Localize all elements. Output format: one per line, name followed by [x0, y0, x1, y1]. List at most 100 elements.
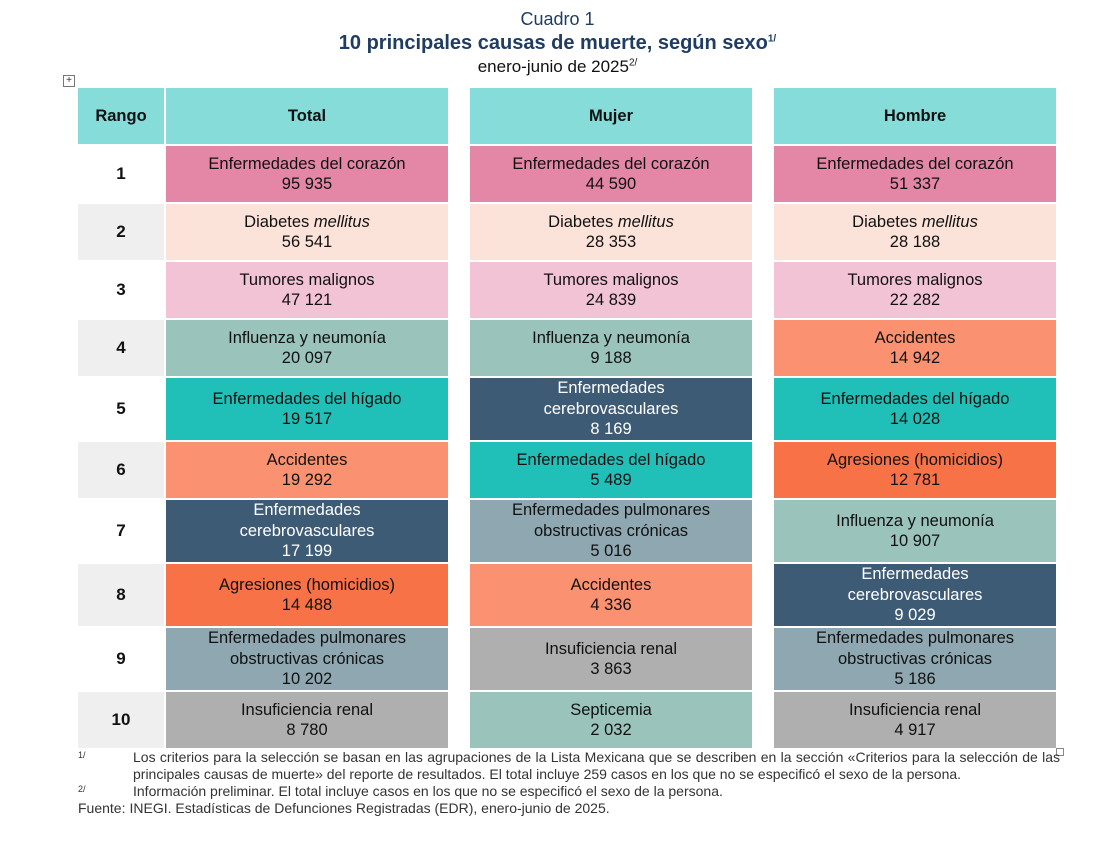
death-count: 44 590: [585, 175, 637, 193]
cause-label-prefix: Diabetes: [244, 212, 314, 231]
cause-label-line1: Enfermedades: [557, 379, 665, 398]
total-cell-6: Accidentes 19 292: [166, 442, 448, 498]
cause-label: Influenza y neumonía: [532, 328, 690, 347]
rank-cell: 2: [78, 204, 164, 260]
rank-cell: 9: [78, 628, 164, 690]
death-count: 19 292: [281, 471, 333, 489]
cause-label: Insuficiencia renal: [848, 700, 982, 719]
total-cell-3: Tumores malignos 47 121: [166, 262, 448, 318]
cause-label-italic: mellitus: [617, 212, 674, 231]
total-cell-9: Enfermedades pulmonares obstructivas crón…: [166, 628, 448, 690]
hombre-cell-7: Influenza y neumonía 10 907: [774, 500, 1056, 562]
cause-label: Enfermedades del corazón: [816, 154, 1014, 173]
table-move-handle-icon[interactable]: +: [63, 75, 75, 87]
death-count: 51 337: [889, 175, 941, 193]
cause-label-line1: Enfermedades pulmonares: [207, 629, 407, 648]
death-count: 56 541: [281, 233, 333, 251]
source-line: Fuente: INEGI. Estadísticas de Defuncion…: [78, 800, 1060, 817]
mujer-cell-6: Enfermedades del hígado 5 489: [470, 442, 752, 498]
title-footnote-mark: 1/: [767, 33, 777, 45]
cause-label: Insuficiencia renal: [240, 700, 374, 719]
footnotes: 1/ Los criterios para la selección se ba…: [78, 749, 1060, 817]
cause-label-line2: cerebrovasculares: [239, 521, 375, 540]
cause-label: Agresiones (homicidios): [826, 450, 1004, 469]
mujer-cell-1: Enfermedades del corazón 44 590: [470, 146, 752, 202]
cause-label: Diabetes mellitus: [244, 212, 370, 233]
total-cell-4: Influenza y neumonía 20 097: [166, 320, 448, 376]
cause-label-line2: obstructivas crónicas: [837, 649, 993, 668]
mujer-cell-3: Tumores malignos 24 839: [470, 262, 752, 318]
cause-label-line1: Enfermedades pulmonares: [815, 629, 1015, 648]
cause-label: Enfermedades del hígado: [516, 450, 706, 469]
death-count: 5 489: [590, 471, 632, 489]
death-count: 47 121: [281, 291, 333, 309]
hombre-cell-5: Enfermedades del hígado 14 028: [774, 378, 1056, 440]
death-count: 8 169: [590, 420, 632, 439]
death-count: 14 028: [889, 410, 941, 428]
footnote-text: Los criterios para la selección se basan…: [133, 749, 1060, 782]
total-cell-1: Enfermedades del corazón 95 935: [166, 146, 448, 202]
cause-label: Influenza y neumonía: [228, 328, 386, 347]
source-label: Fuente:: [78, 800, 126, 816]
total-cell-8: Agresiones (homicidios) 14 488: [166, 564, 448, 626]
table-resize-handle[interactable]: [1056, 748, 1064, 756]
mujer-cell-7: Enfermedades pulmonares obstructivas crón…: [470, 500, 752, 562]
cause-label: Diabetes mellitus: [548, 212, 674, 233]
death-count: 10 202: [281, 670, 333, 689]
mujer-cell-9: Insuficiencia renal 3 863: [470, 628, 752, 690]
subtitle-footnote-mark: 2/: [628, 57, 638, 69]
rank-cell: 8: [78, 564, 164, 626]
footnote-mark: 1/: [78, 750, 86, 760]
cause-label-prefix: Diabetes: [852, 212, 922, 231]
header-total: Total: [166, 88, 448, 144]
death-count: 9 188: [590, 349, 632, 367]
death-count: 19 517: [281, 410, 333, 428]
cause-label: Enfermedades del corazón: [512, 154, 710, 173]
death-count: 28 353: [585, 233, 637, 251]
cause-label-prefix: Diabetes: [548, 212, 618, 231]
cause-label: Accidentes: [266, 450, 348, 469]
mujer-cell-10: Septicemia 2 032: [470, 692, 752, 748]
cause-label: Tumores malignos: [239, 270, 375, 289]
hombre-cell-3: Tumores malignos 22 282: [774, 262, 1056, 318]
cause-label: Enfermedades del hígado: [820, 389, 1010, 408]
death-count: 95 935: [281, 175, 333, 193]
footnote-1: 1/ Los criterios para la selección se ba…: [78, 749, 1060, 783]
total-cell-5: Enfermedades del hígado 19 517: [166, 378, 448, 440]
cause-label-line2: cerebrovasculares: [847, 585, 983, 604]
header-mujer: Mujer: [470, 88, 752, 144]
footnote-text: Información preliminar. El total incluye…: [133, 783, 723, 799]
rank-cell: 6: [78, 442, 164, 498]
rank-cell: 4: [78, 320, 164, 376]
cause-label: Agresiones (homicidios): [218, 575, 396, 594]
hombre-cell-2: Diabetes mellitus 28 188: [774, 204, 1056, 260]
rank-cell: 1: [78, 146, 164, 202]
total-cell-10: Insuficiencia renal 8 780: [166, 692, 448, 748]
death-count: 24 839: [585, 291, 637, 309]
cause-label: Diabetes mellitus: [852, 212, 978, 233]
cause-label: Influenza y neumonía: [836, 511, 994, 530]
death-count: 20 097: [281, 349, 333, 367]
death-count: 14 488: [281, 596, 333, 614]
death-count: 14 942: [889, 349, 941, 367]
death-count: 9 029: [894, 606, 936, 625]
death-count: 28 188: [889, 233, 941, 251]
rank-cell: 7: [78, 500, 164, 562]
hombre-cell-6: Agresiones (homicidios) 12 781: [774, 442, 1056, 498]
cause-label: Enfermedades del hígado: [212, 389, 402, 408]
cause-label: Insuficiencia renal: [544, 639, 678, 658]
death-count: 5 016: [590, 542, 632, 561]
cause-label-line1: Enfermedades pulmonares: [511, 501, 711, 520]
death-count: 22 282: [889, 291, 941, 309]
rank-cell: 5: [78, 378, 164, 440]
cause-label-line1: Enfermedades: [861, 565, 969, 584]
cause-label-line2: cerebrovasculares: [543, 399, 679, 418]
cause-label-line1: Enfermedades: [253, 501, 361, 520]
total-cell-7: Enfermedades cerebrovasculares 17 199: [166, 500, 448, 562]
table-title: 10 principales causas de muerte, según s…: [0, 30, 1115, 56]
footnote-mark: 2/: [78, 784, 86, 794]
cause-label-italic: mellitus: [921, 212, 978, 231]
table-subtitle-text: enero-junio de 2025: [477, 57, 629, 76]
death-count: 10 907: [889, 532, 941, 550]
death-count: 17 199: [281, 542, 333, 561]
